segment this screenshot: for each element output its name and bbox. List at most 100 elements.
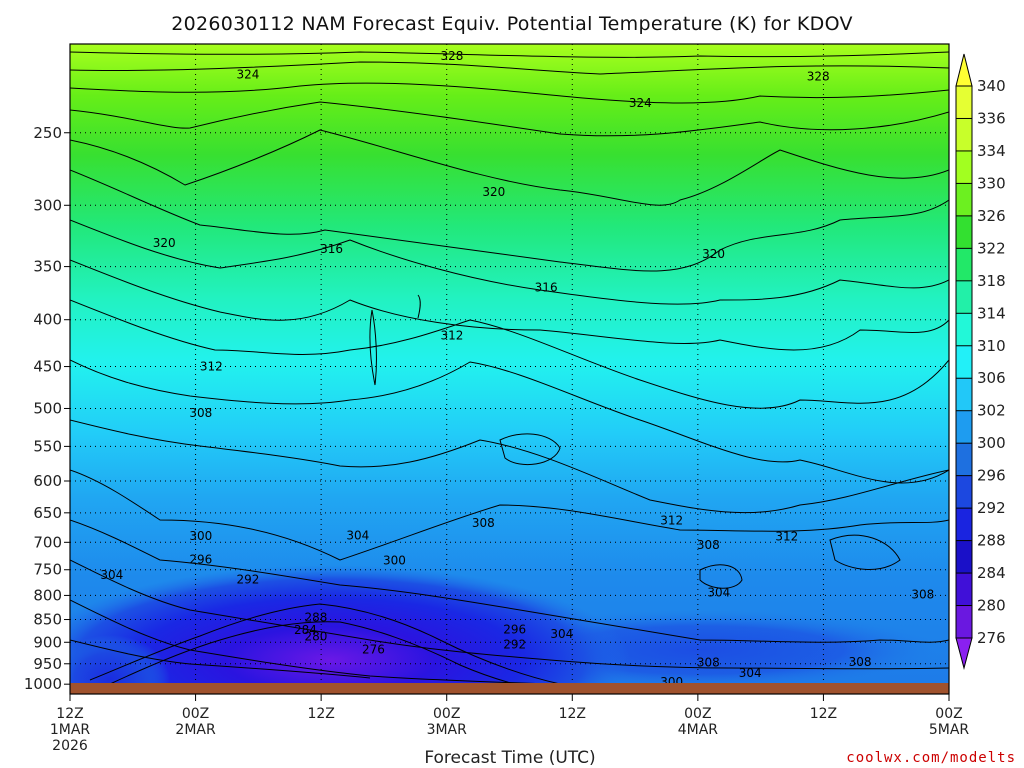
contour-label: 308 [911,587,934,601]
colorbar-segment [956,118,972,152]
x-tick-label: 1MAR [50,722,91,738]
y-tick-label: 650 [33,504,62,522]
contour-label: 296 [189,553,212,567]
y-tick-label: 750 [33,561,62,579]
y-tick-label: 1000 [24,675,62,693]
colorbar-top-arrow [955,53,973,87]
contour-labels: 328 328 324 324 320 320 320 316 316 312 312 312 312 3… [100,49,934,689]
colorbar-segment [956,573,972,607]
colorbar-tick-label: 292 [977,499,1006,517]
colorbar-tick-label: 276 [977,629,1006,647]
y-tick-label: 350 [33,258,62,276]
x-axis-label: Forecast Time (UTC) [424,748,595,768]
contour-label: 308 [697,538,720,552]
contour-label: 304 [707,585,730,599]
colorbar-segment [956,215,972,249]
colorbar-segment [956,540,972,574]
colorbar-tick-label: 310 [977,337,1006,355]
x-tick-label: 00Z [935,706,962,722]
contour-label: 304 [550,627,573,641]
x-tick-label: 12Z [307,706,334,722]
colorbar-tick-label: 318 [977,272,1006,290]
x-tick-label: 5MAR [929,722,970,738]
contour-label: 308 [189,406,212,420]
colorbar-segment [956,378,972,412]
y-tick-label: 400 [33,311,62,329]
colorbar-bottom-arrow [955,637,973,670]
colorbar-tick-label: 326 [977,207,1006,225]
plot-area: 328 328 324 324 320 320 320 316 316 312 312 312 312 3… [70,44,949,694]
y-tick-label: 850 [33,611,62,629]
contour-lines [70,51,949,691]
colorbar-tick-label: 314 [977,304,1006,322]
contour-label: 328 [440,49,463,63]
colorbar-tick-label: 302 [977,402,1006,420]
colorbar-segment [956,605,972,639]
x-tick-label: 12Z [56,706,83,722]
y-axis: 250 300 350 400 450 500 550 600 650 700 750 800 850 9… [24,124,70,693]
contour-label: 308 [697,656,720,670]
contour-label: 292 [236,573,259,587]
x-tick-label: 4MAR [678,722,719,738]
contour-label: 284 [294,623,317,637]
colorbar-tick-label: 306 [977,369,1006,387]
contour-label: 328 [807,69,830,83]
y-tick-label: 600 [33,472,62,490]
contour-label: 320 [482,185,505,199]
contour-label: 324 [629,96,652,110]
x-tick-label: 2MAR [175,722,216,738]
colorbar-segment [956,475,972,509]
x-tick-label: 00Z [182,706,209,722]
contour-label: 300 [189,529,212,543]
contour-label: 320 [153,236,176,250]
contour-label: 312 [660,514,683,528]
colorbar-segment [956,508,972,542]
colorbar-tick-label: 334 [977,142,1006,160]
gridlines [70,44,949,694]
cold-pool-edge [70,635,170,694]
colorbar-tick-label: 336 [977,109,1006,127]
colorbar-segment [956,313,972,347]
contour-label: 304 [346,528,369,542]
contour-label: 316 [320,242,343,256]
colorbar-tick-label: 288 [977,532,1006,550]
colorbar-tick-label: 296 [977,467,1006,485]
colorbar-segment [956,280,972,314]
contour-label: 304 [100,568,123,582]
x-tick-label: 2026 [52,738,88,754]
colorbar-tick-label: 284 [977,564,1006,582]
colorbar-tick-label: 322 [977,239,1006,257]
colorbar-segment [956,150,972,184]
contour-label: 316 [535,281,558,295]
colorbar-tick-label: 340 [977,77,1006,95]
colorbar-tick-label: 280 [977,597,1006,615]
colorbar-segment [956,183,972,217]
y-tick-label: 900 [33,633,62,651]
contour-label: 300 [383,554,406,568]
y-tick-label: 500 [33,399,62,417]
contour-label: 312 [200,360,223,374]
contour-label: 308 [849,655,872,669]
x-tick-label: 3MAR [427,722,468,738]
chart-title: 2026030112 NAM Forecast Equiv. Potential… [171,13,853,35]
contour-label: 308 [472,516,495,530]
contour-label: 292 [503,637,526,651]
y-tick-label: 450 [33,358,62,376]
colorbar-segment [956,443,972,477]
colorbar: 340 336 334 330 326 322 318 314 310 306 302 300 296 2… [955,53,1006,670]
y-tick-label: 550 [33,437,62,455]
contour-label: 320 [702,247,725,261]
colorbar-segment [956,248,972,282]
contour-label: 296 [503,623,526,637]
colorbar-segment [956,410,972,444]
y-tick-label: 800 [33,586,62,604]
y-tick-label: 250 [33,124,62,142]
colorbar-segment [956,345,972,379]
x-tick-label: 12Z [810,706,837,722]
contour-label: 280 [304,629,327,643]
contour-label: 324 [236,68,259,82]
contour-label: 312 [775,530,798,544]
contour-label: 276 [362,643,385,657]
